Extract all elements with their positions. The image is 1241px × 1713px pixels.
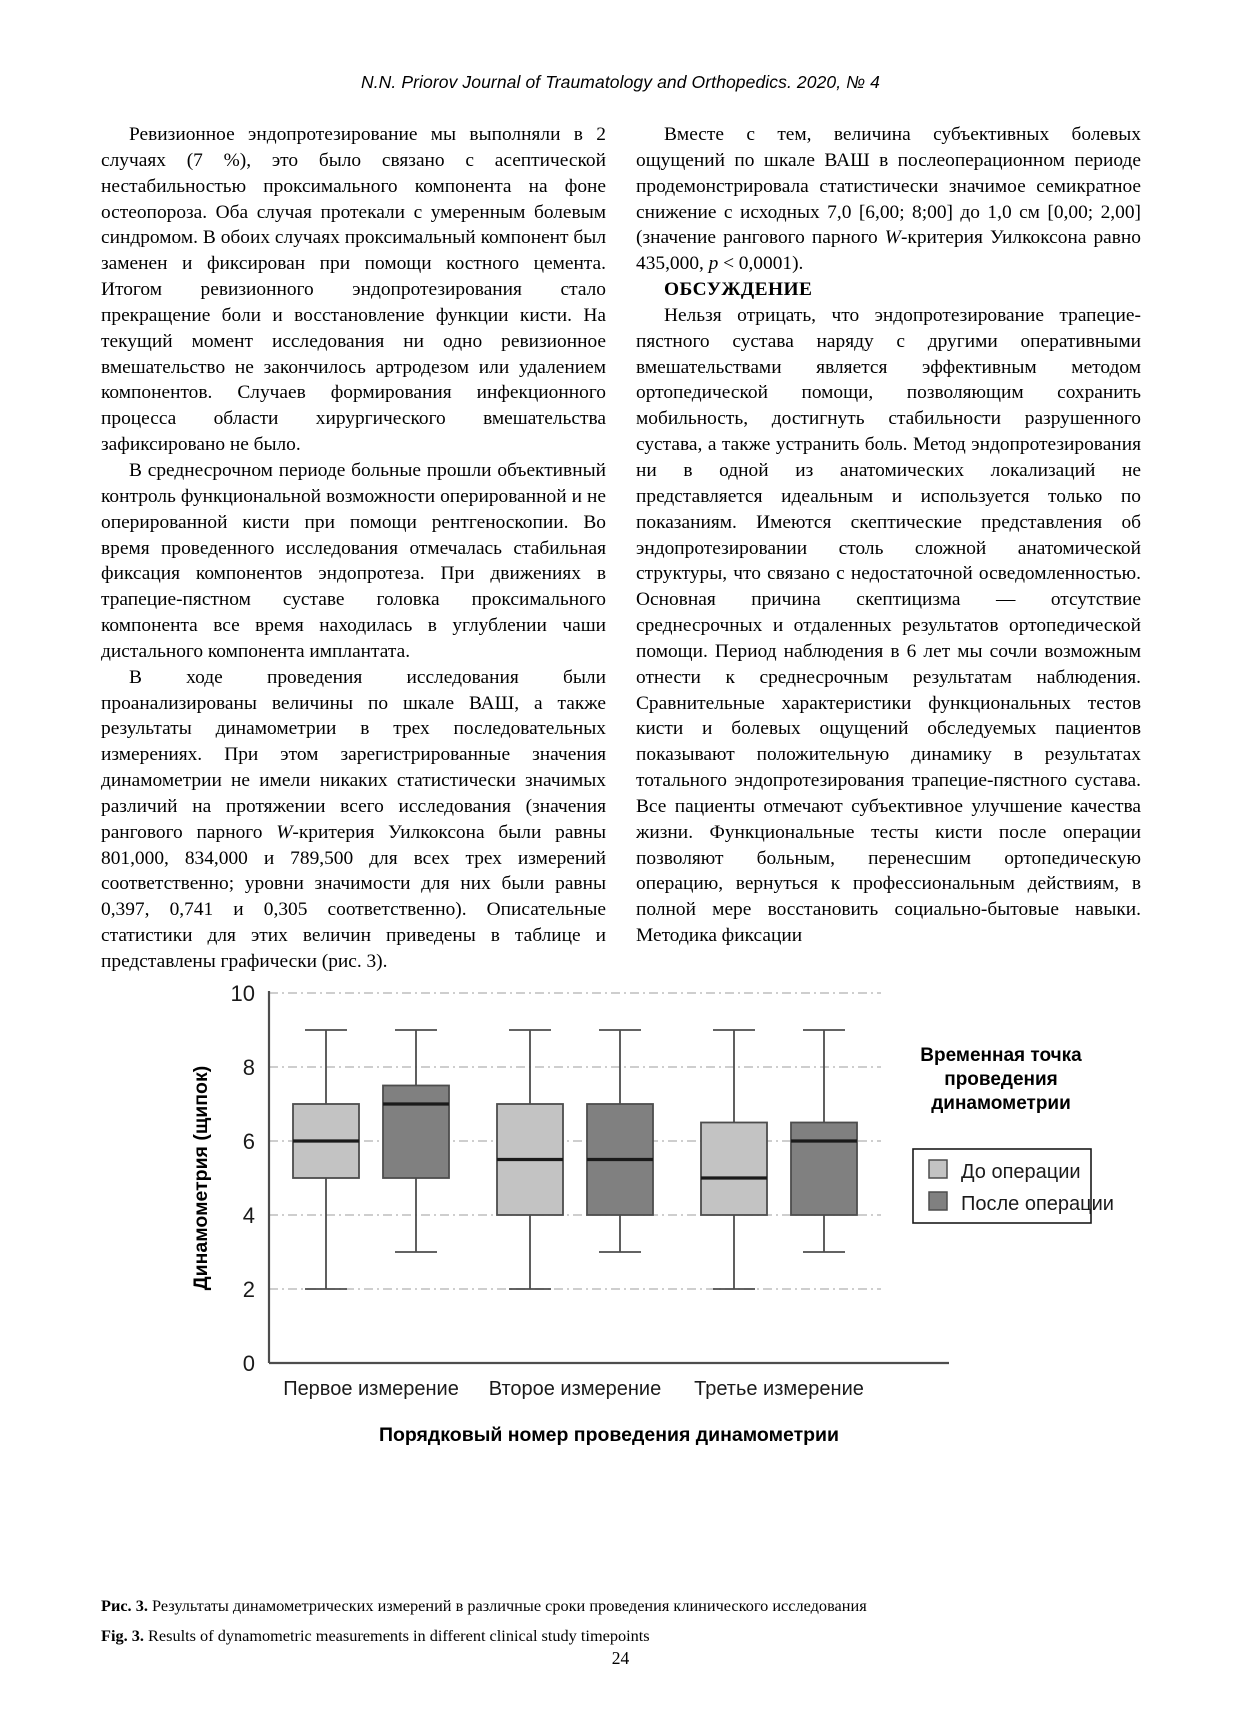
caption-english: Fig. 3. Results of dynamometric measurem… xyxy=(101,1625,1141,1646)
left-column: Ревизионное эндопротезирование мы выполн… xyxy=(101,122,606,975)
paragraph-left-3: В ходе проведения исследования были проа… xyxy=(101,665,606,975)
y-axis-tick-label: 10 xyxy=(231,981,255,1006)
paragraph-right-1-pre: Вместе с тем, величина субъективных боле… xyxy=(636,124,1141,249)
boxplot-box xyxy=(382,1029,450,1253)
caption-russian: Рис. 3. Результаты динамометрических изм… xyxy=(101,1595,1141,1616)
paragraph-right-2: Нельзя отрицать, что эндопротезирование … xyxy=(636,304,1141,947)
paragraph-right-1-mid: -критерия Уилкоксона равно 435,000, xyxy=(636,227,1141,275)
x-axis-tick-label: Первое измерение xyxy=(283,1378,459,1400)
caption-english-text: Results of dynamometric measurements in … xyxy=(143,1626,650,1645)
caption-english-label: Fig. 3. xyxy=(101,1626,144,1645)
boxplot-box xyxy=(790,1029,858,1253)
paragraph-right-1-post: < 0,0001). xyxy=(718,253,804,275)
right-column: Вместе с тем, величина субъективных боле… xyxy=(636,122,1141,975)
boxplot-canvas: 0 2 4 6 8 10 Динамометрия (щипок) Первое измере… xyxy=(190,981,1114,1446)
boxplot-box xyxy=(586,1029,654,1253)
legend-label[interactable]: До операции xyxy=(961,1161,1081,1183)
y-axis-tick-label: 0 xyxy=(243,1351,255,1376)
page-number: 24 xyxy=(611,1648,630,1668)
paragraph-left-1: Ревизионное эндопротезирование мы выполн… xyxy=(101,124,606,456)
x-axis-title: Порядковый номер проведения динамометрии xyxy=(379,1424,839,1446)
paragraph-left-3-post: -критерия Уилкоксона были равны 801,000,… xyxy=(101,821,606,972)
p-value-symbol: p xyxy=(708,253,719,275)
y-axis-tick-label: 6 xyxy=(243,1129,255,1154)
legend-swatch[interactable] xyxy=(928,1159,948,1179)
section-heading-discussion: ОБСУЖДЕНИЕ xyxy=(664,279,813,301)
figure-captions: Рис. 3. Результаты динамометрических изм… xyxy=(101,1595,1141,1655)
y-axis-tick-label: 4 xyxy=(243,1203,255,1228)
w-statistic-symbol: W xyxy=(276,821,293,843)
paragraph-right-1: Вместе с тем, величина субъективных боле… xyxy=(636,122,1141,277)
legend-label[interactable]: После операции xyxy=(961,1193,1114,1215)
caption-russian-text: Результаты динамометрических измерений в… xyxy=(147,1596,867,1615)
legend-swatch[interactable] xyxy=(928,1191,948,1211)
figure-3-boxplot: 0 2 4 6 8 10 Динамометрия (щипок) Первое измере… xyxy=(101,975,1141,1450)
legend-title-line: Временная точка xyxy=(920,1045,1082,1066)
boxplot-box xyxy=(496,1029,564,1290)
y-axis-tick-label: 2 xyxy=(243,1277,255,1302)
y-axis-tick-label: 8 xyxy=(243,1055,255,1080)
body-columns: Ревизионное эндопротезирование мы выполн… xyxy=(101,122,1141,975)
x-axis-tick-label: Третье измерение xyxy=(694,1378,864,1400)
x-axis-tick-label: Второе измерение xyxy=(489,1378,661,1400)
paragraph-left-2: В среднесрочном периоде больные прошли о… xyxy=(101,459,606,662)
w-statistic-symbol: W xyxy=(884,227,901,249)
paragraph-left-3-pre: В ходе проведения исследования были проа… xyxy=(101,666,606,843)
boxplot-box xyxy=(700,1029,768,1290)
boxplot-box xyxy=(292,1029,360,1290)
caption-russian-label: Рис. 3. xyxy=(101,1596,148,1615)
y-axis-title: Динамометрия (щипок) xyxy=(190,1066,212,1290)
legend-title-line: динамометрии xyxy=(931,1093,1071,1114)
running-head: N.N. Priorov Journal of Traumatology and… xyxy=(360,72,881,92)
legend-title-line: проведения xyxy=(944,1069,1058,1090)
